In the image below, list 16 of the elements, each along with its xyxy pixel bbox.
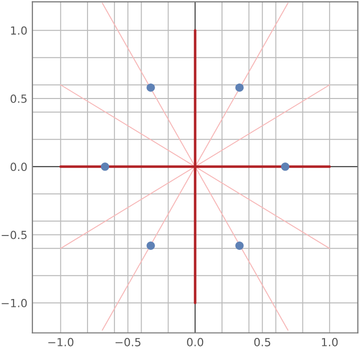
y-tick-label: 0.5	[10, 94, 27, 103]
point	[146, 83, 155, 92]
y-tick-label: −0.5	[2, 230, 27, 240]
y-tick-label: 0.0	[10, 162, 27, 172]
x-tick-label: 0.0	[187, 338, 204, 346]
x-tick-label: 0.5	[254, 338, 270, 346]
x-tick-label: 1.0	[322, 338, 338, 346]
point	[235, 242, 244, 250]
point	[146, 242, 155, 250]
point	[100, 162, 110, 171]
y-tick-label: 1.0	[11, 26, 27, 35]
x-tick-label: −0.5	[116, 338, 140, 346]
point	[281, 162, 290, 171]
x-tick-label: −1.0	[48, 338, 74, 346]
point	[235, 83, 244, 92]
y-tick-label: −1.0	[2, 298, 27, 308]
